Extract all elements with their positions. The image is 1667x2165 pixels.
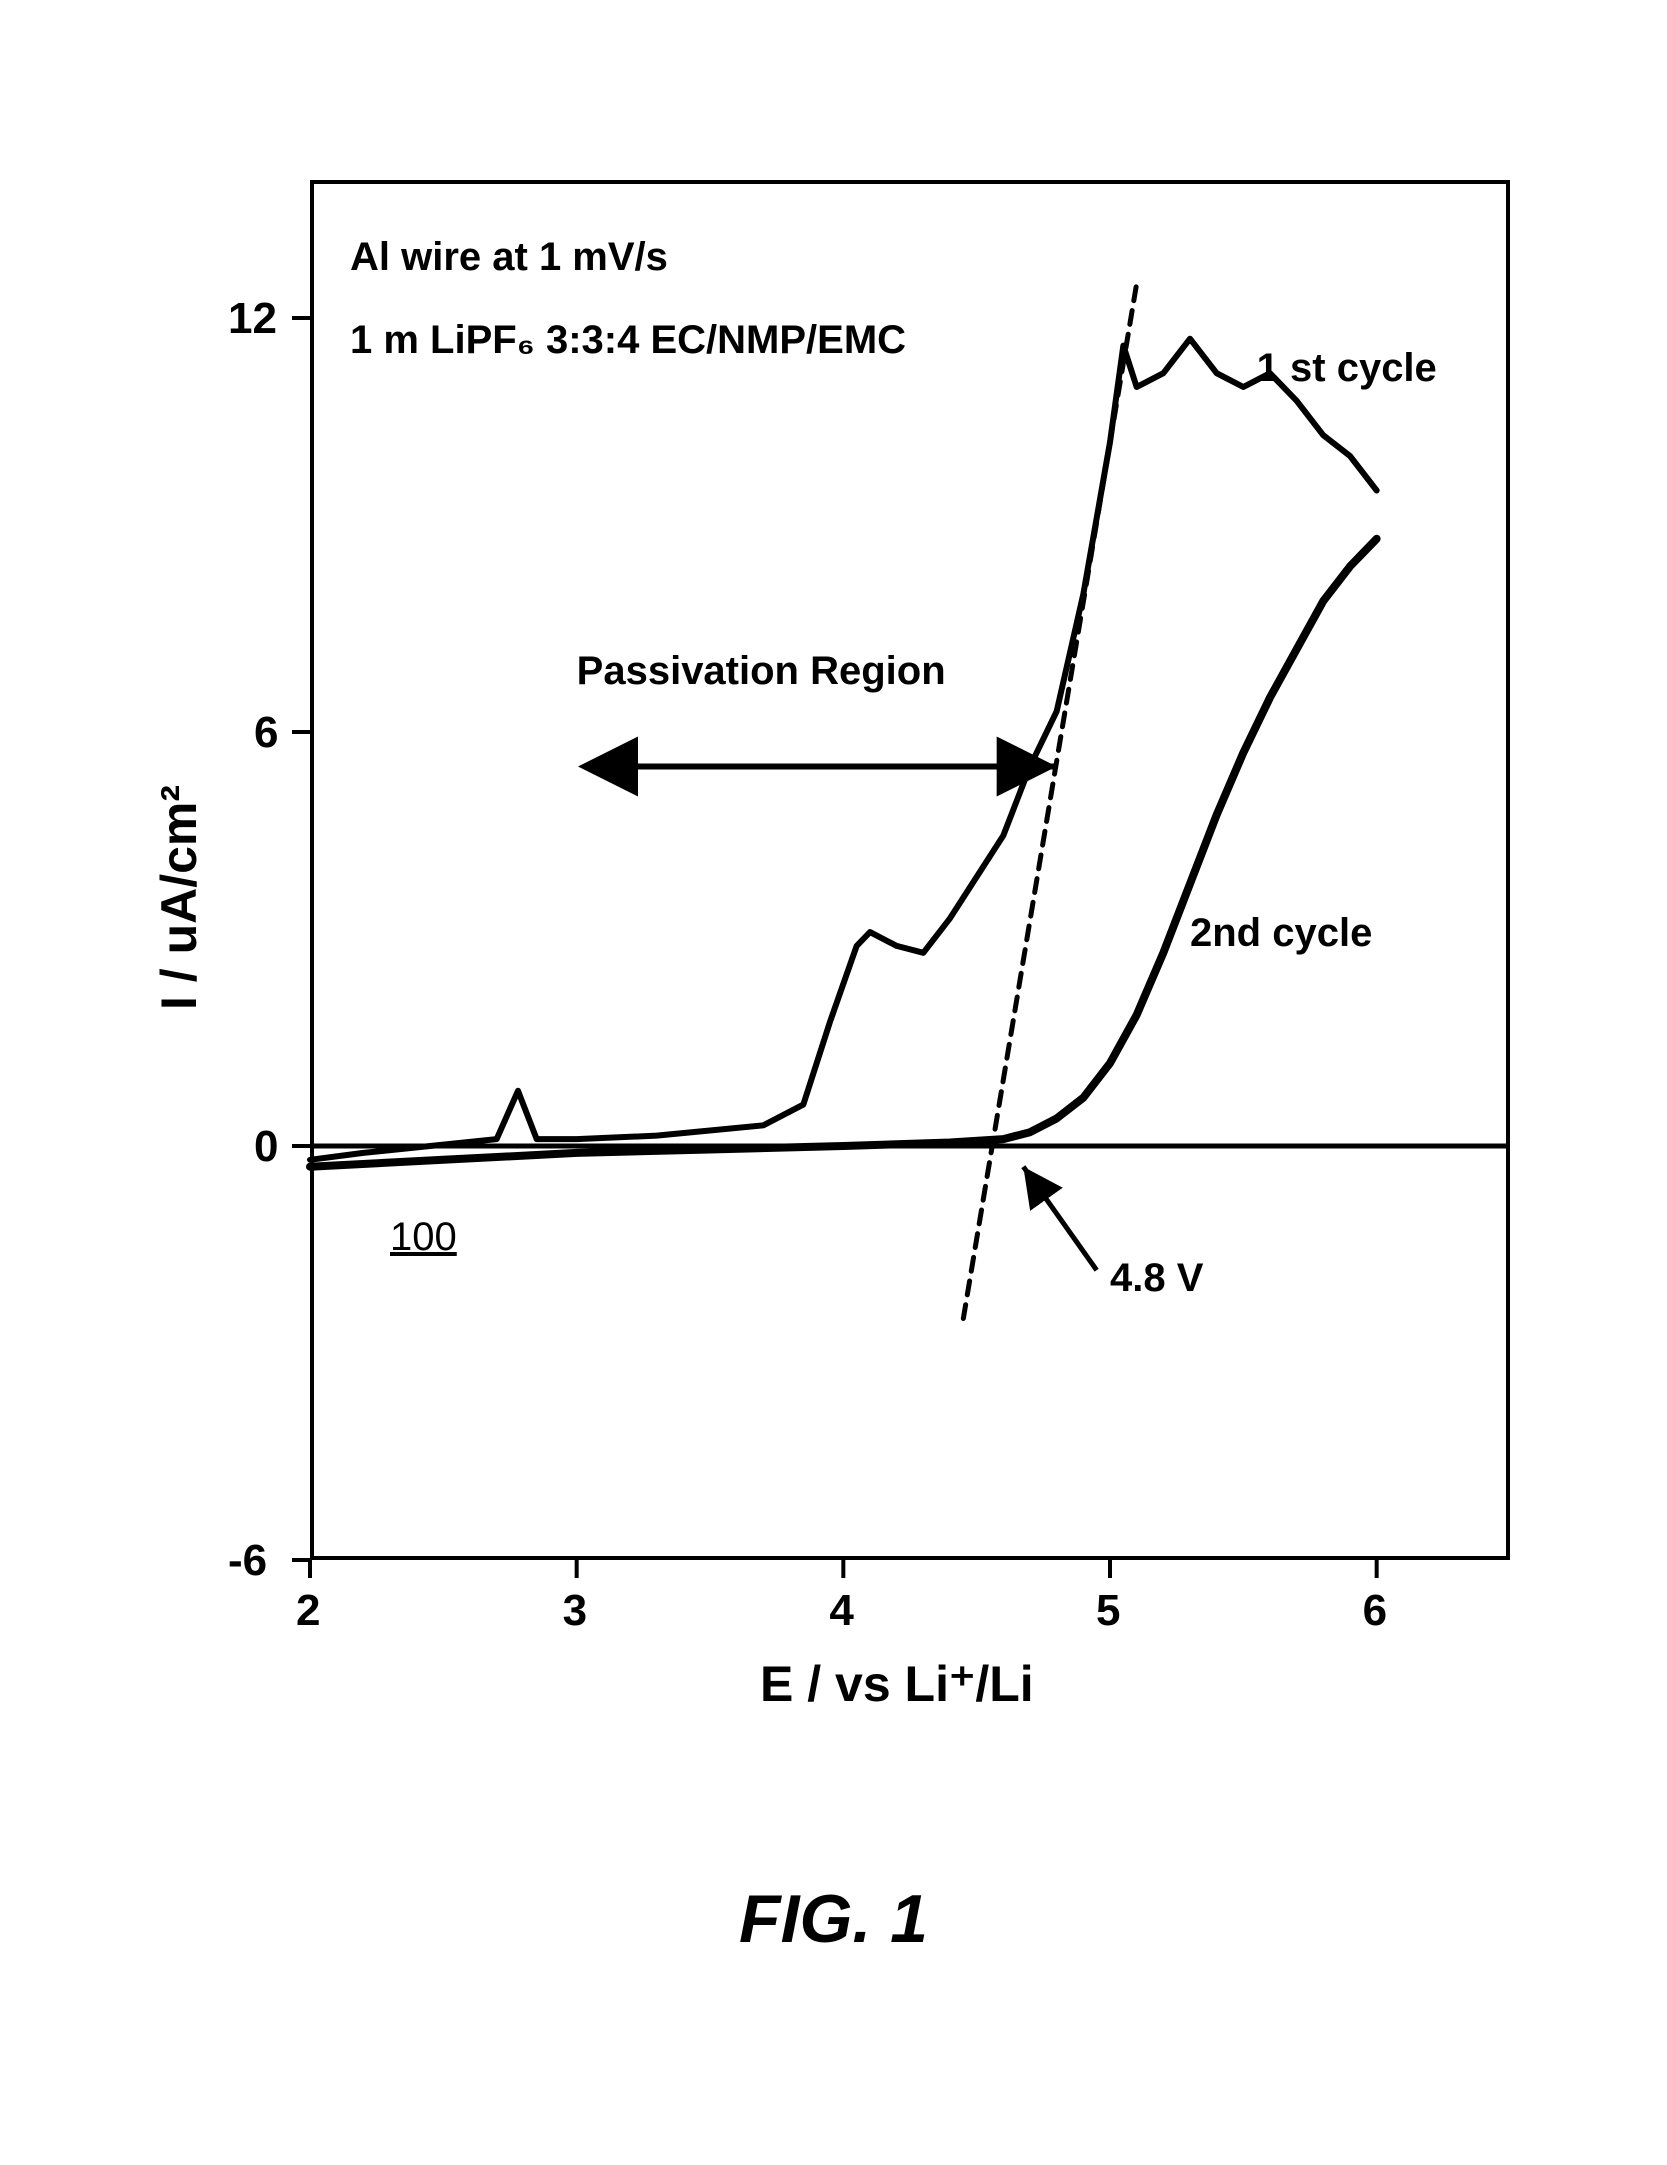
y-tick-label: 12 — [228, 294, 277, 344]
cycle-1-curve — [310, 339, 1377, 1160]
figure-container: I / uA/cm² E / vs Li⁺/Li FIG. 1 100 Al w… — [0, 0, 1667, 2165]
voltage-pointer-arrow — [1023, 1167, 1096, 1271]
x-tick-label: 4 — [829, 1586, 853, 1636]
chart-title-line-2: 1 m LiPF₆ 3:3:4 EC/NMP/EMC — [350, 318, 906, 363]
voltage-marker-label: 4.8 V — [1110, 1256, 1203, 1301]
x-tick-label: 2 — [296, 1586, 320, 1636]
y-axis-label: I / uA/cm² — [150, 785, 208, 1010]
chart-title-line-1: Al wire at 1 mV/s — [350, 235, 668, 280]
y-tick-label: -6 — [228, 1536, 267, 1586]
x-axis-label: E / vs Li⁺/Li — [760, 1655, 1034, 1713]
cycle-2-label: 2nd cycle — [1190, 911, 1372, 956]
figure-caption: FIG. 1 — [739, 1880, 928, 1958]
y-tick-label: 0 — [254, 1122, 278, 1172]
passivation-region-label: Passivation Region — [577, 649, 946, 694]
cycle-1-label: 1 st cycle — [1257, 346, 1437, 391]
x-tick-label: 6 — [1363, 1586, 1387, 1636]
y-tick-label: 6 — [254, 708, 278, 758]
figure-reference-number: 100 — [390, 1215, 457, 1260]
x-tick-label: 5 — [1096, 1586, 1120, 1636]
x-tick-label: 3 — [563, 1586, 587, 1636]
cycle-2-curve — [310, 539, 1377, 1167]
